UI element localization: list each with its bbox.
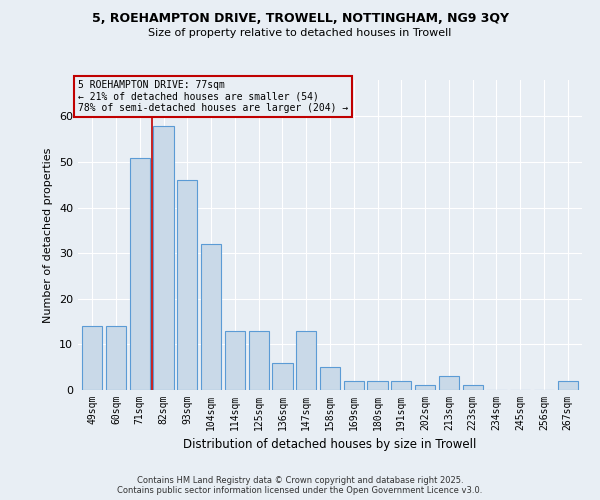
Bar	[415, 386, 435, 390]
Bar	[272, 362, 293, 390]
Bar	[82, 326, 103, 390]
Text: Contains HM Land Registry data © Crown copyright and database right 2025.
Contai: Contains HM Land Registry data © Crown c…	[118, 476, 482, 495]
Bar	[344, 381, 364, 390]
Bar	[463, 386, 483, 390]
Bar	[177, 180, 197, 390]
Bar	[296, 330, 316, 390]
Y-axis label: Number of detached properties: Number of detached properties	[43, 148, 53, 322]
Text: 5 ROEHAMPTON DRIVE: 77sqm
← 21% of detached houses are smaller (54)
78% of semi-: 5 ROEHAMPTON DRIVE: 77sqm ← 21% of detac…	[78, 80, 348, 113]
Bar	[439, 376, 459, 390]
Text: 5, ROEHAMPTON DRIVE, TROWELL, NOTTINGHAM, NG9 3QY: 5, ROEHAMPTON DRIVE, TROWELL, NOTTINGHAM…	[91, 12, 509, 26]
Bar	[391, 381, 412, 390]
Bar	[557, 381, 578, 390]
Bar	[248, 330, 269, 390]
Bar	[130, 158, 150, 390]
Bar	[201, 244, 221, 390]
Bar	[154, 126, 173, 390]
Bar	[225, 330, 245, 390]
X-axis label: Distribution of detached houses by size in Trowell: Distribution of detached houses by size …	[184, 438, 476, 452]
Bar	[106, 326, 126, 390]
Bar	[320, 367, 340, 390]
Text: Size of property relative to detached houses in Trowell: Size of property relative to detached ho…	[148, 28, 452, 38]
Bar	[367, 381, 388, 390]
